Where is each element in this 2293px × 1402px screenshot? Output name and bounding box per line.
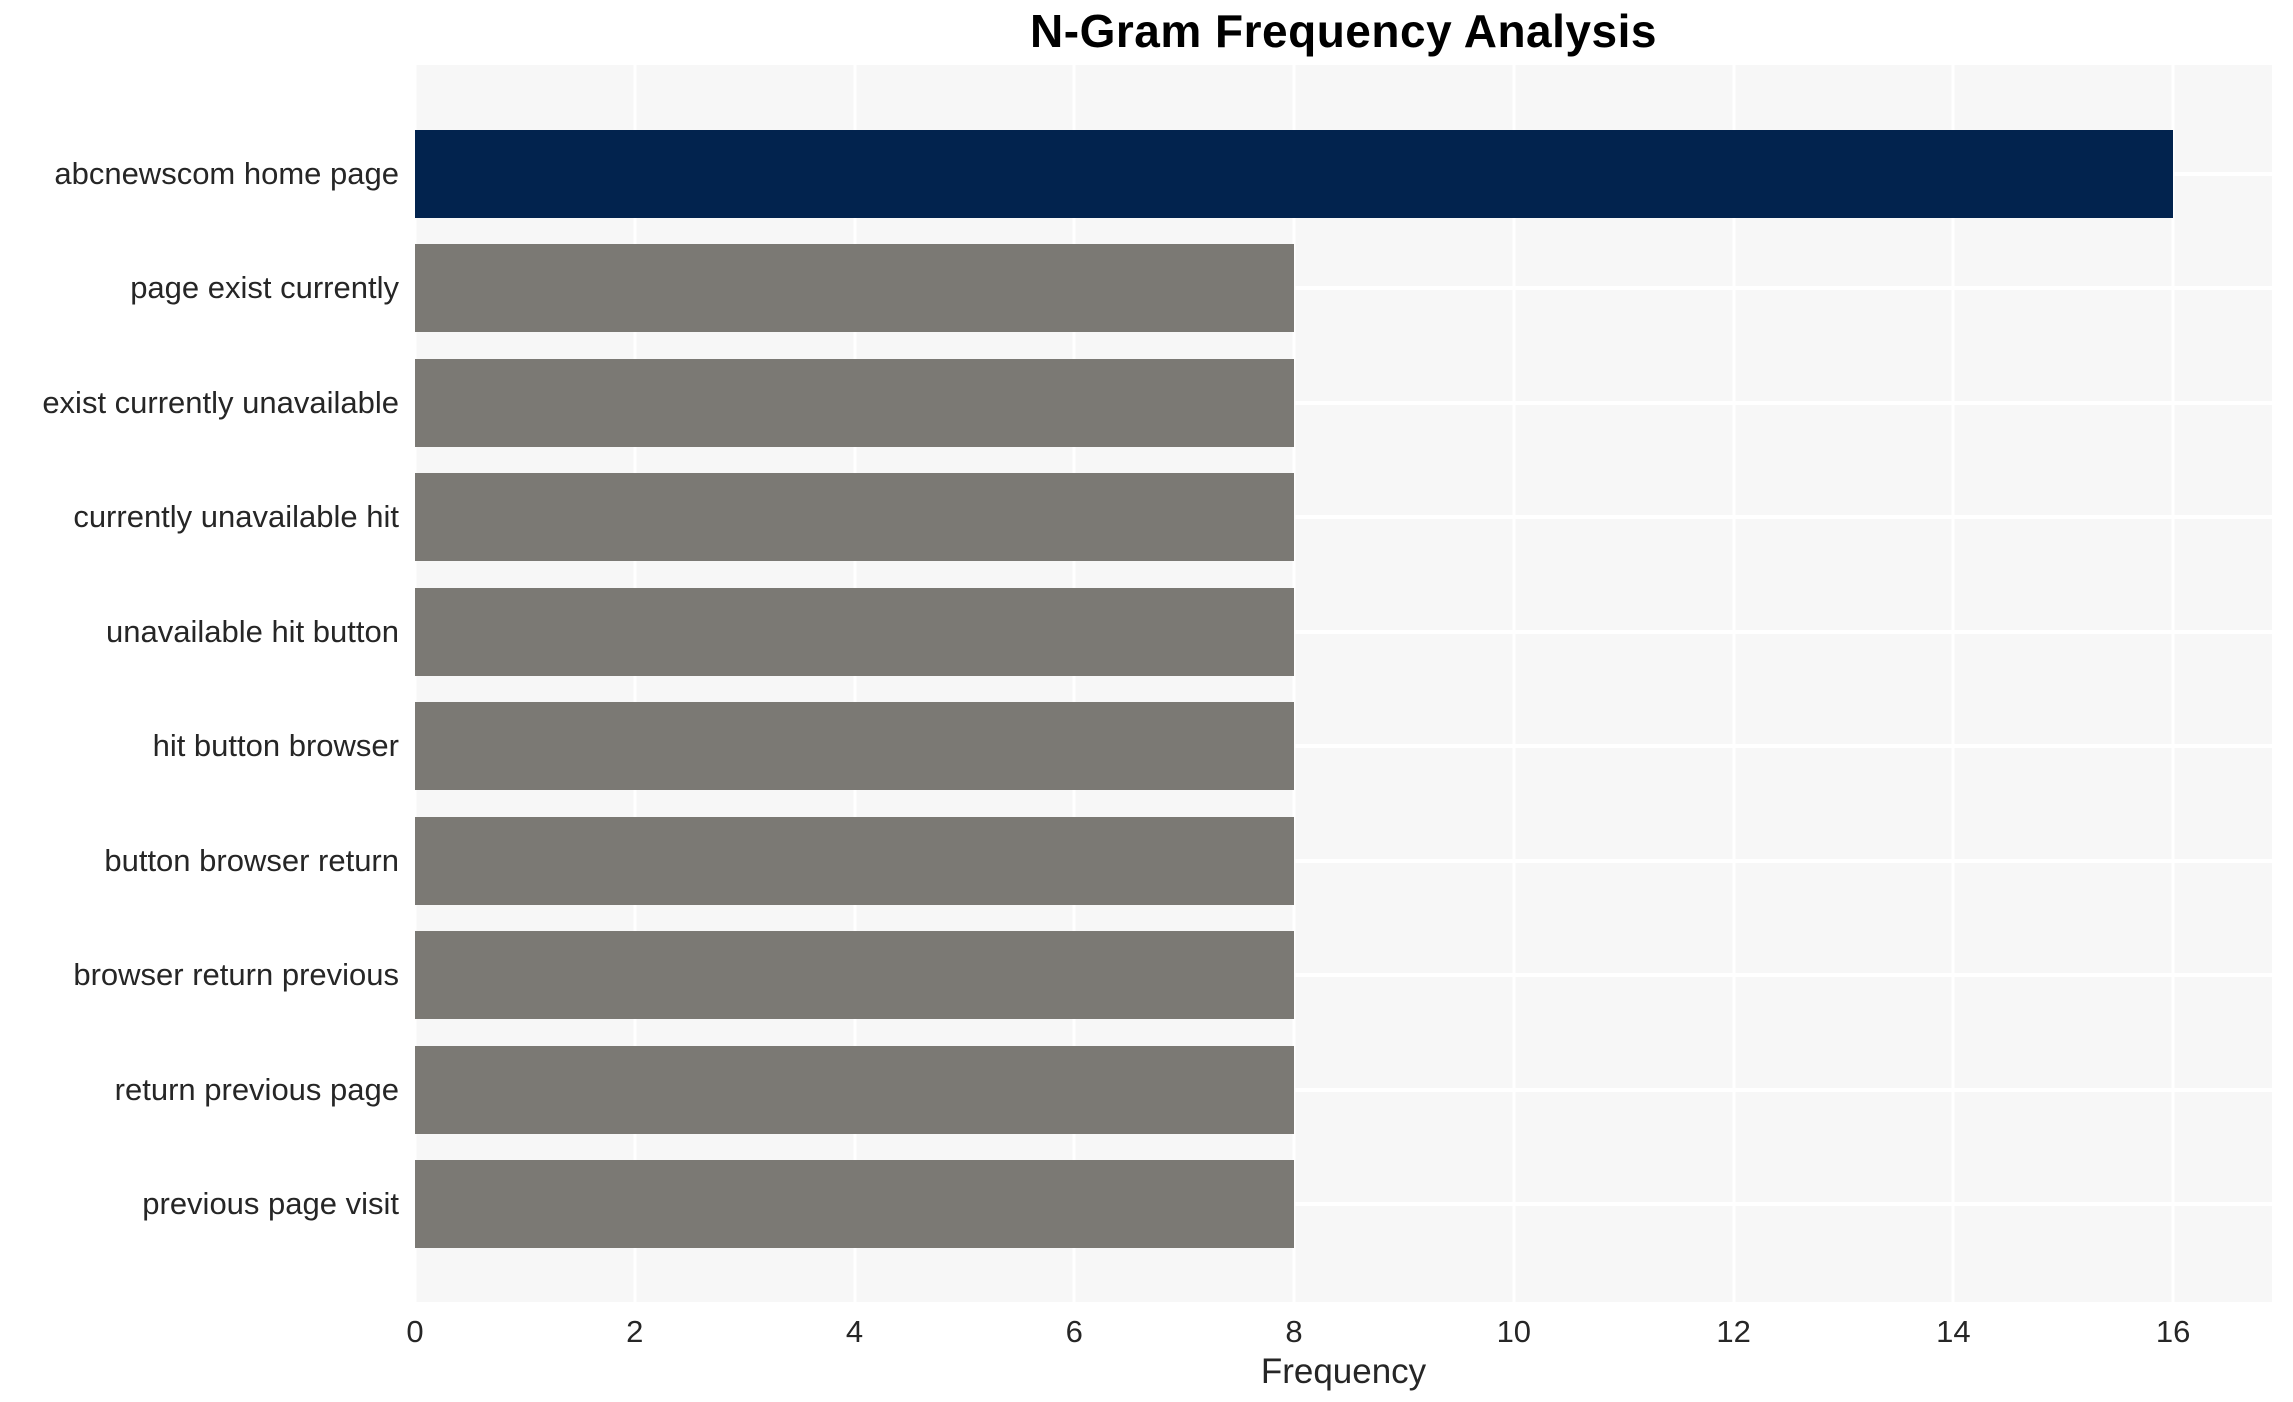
y-gridline — [415, 400, 2272, 405]
bar-row — [415, 931, 2272, 1020]
bar-row — [415, 130, 2272, 218]
bar-unavailable-hit-button — [415, 587, 1295, 676]
x-axis-title: Frequency — [1260, 1352, 1427, 1391]
bar-currently-unavailable-hit — [415, 473, 1295, 562]
y-gridline — [415, 858, 2272, 863]
y-axis-label: return previous page — [114, 1071, 399, 1107]
x-axis-tick: 2 — [626, 1314, 644, 1349]
bar-previous-page-visit — [415, 1159, 1295, 1248]
bar-browser-return-previous — [415, 931, 1295, 1020]
y-axis-label: unavailable hit button — [105, 613, 399, 649]
y-axis-label: page exist currently — [130, 270, 399, 306]
bar-row — [415, 587, 2272, 676]
bar-page-exist-currently — [415, 244, 1295, 333]
y-gridline — [415, 629, 2272, 634]
bar-exist-currently-unavailable — [415, 358, 1295, 447]
y-gridline — [415, 744, 2272, 749]
x-gridline-10 — [1512, 65, 1516, 1302]
y-gridline — [415, 286, 2272, 291]
x-axis-tick: 8 — [1285, 1314, 1303, 1349]
y-axis-label: abcnewscom home page — [54, 156, 399, 191]
x-gridline-12 — [1732, 65, 1736, 1302]
y-axis-category-labels: abcnewscom home page page exist currently… — [0, 65, 399, 1302]
y-axis-label: currently unavailable hit — [73, 499, 399, 535]
y-gridline — [415, 973, 2272, 978]
x-gridline-6 — [1072, 65, 1076, 1302]
x-axis-tick: 14 — [1936, 1314, 1971, 1349]
x-axis-tick: 10 — [1496, 1314, 1532, 1349]
bar-row — [415, 816, 2272, 905]
bar-row — [415, 702, 2272, 791]
bar-row — [415, 358, 2272, 447]
y-axis-label: previous page visit — [142, 1185, 399, 1221]
x-axis-tick: 6 — [1065, 1314, 1083, 1349]
x-gridline-8 — [1292, 65, 1296, 1302]
chart-title: N-Gram Frequency Analysis — [1030, 5, 1657, 57]
y-axis-label: browser return previous — [73, 957, 399, 993]
x-gridline-0 — [413, 65, 417, 1302]
y-axis-label: hit button browser — [152, 728, 399, 764]
y-gridline — [415, 1087, 2272, 1092]
y-axis-label: button browser return — [104, 842, 399, 878]
bar-return-previous-page — [415, 1045, 1295, 1134]
x-axis-tick: 4 — [845, 1314, 864, 1349]
x-gridline-2 — [633, 65, 637, 1302]
x-gridline-4 — [853, 65, 857, 1302]
x-axis-tick-labels: 0 2 4 6 8 10 12 14 16 — [406, 1302, 2272, 1349]
bar-abcnewscom-home-page — [415, 130, 2174, 218]
x-axis-tick: 16 — [2155, 1314, 2191, 1349]
y-axis-label: exist currently unavailable — [42, 384, 399, 420]
bar-row — [415, 1159, 2272, 1248]
bar-button-browser-return — [415, 816, 1295, 905]
plot-area — [413, 65, 2272, 1302]
bar-row — [415, 244, 2272, 333]
bar-row — [415, 473, 2272, 562]
x-axis-tick: 0 — [406, 1314, 424, 1349]
x-axis-tick: 12 — [1716, 1314, 1751, 1349]
y-gridline — [415, 515, 2272, 520]
bar-rows — [415, 65, 2272, 1302]
bar-hit-button-browser — [415, 702, 1295, 791]
y-axis-label-list: abcnewscom home page page exist currently… — [0, 65, 399, 1302]
bar-row — [415, 1045, 2272, 1134]
x-gridline-14 — [1951, 65, 1955, 1302]
x-gridline-16 — [2171, 65, 2175, 1302]
y-gridline — [415, 1201, 2272, 1206]
